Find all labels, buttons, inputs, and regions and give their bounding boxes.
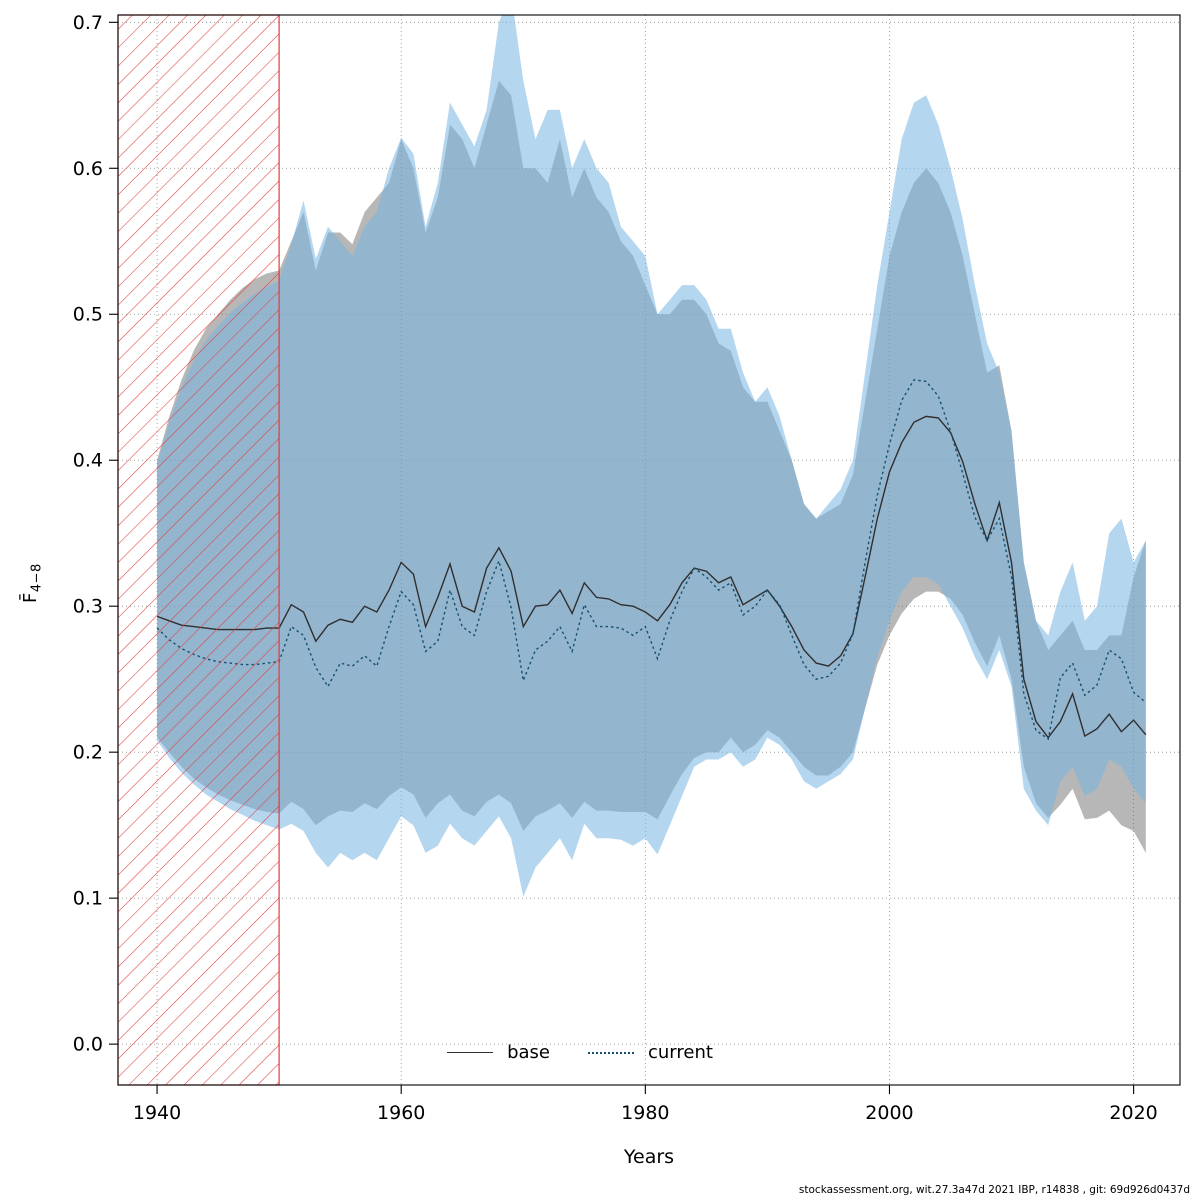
legend-line-sample-base bbox=[447, 1052, 494, 1053]
legend-label-current: current bbox=[647, 1042, 713, 1063]
plot-border bbox=[117, 14, 1181, 1086]
legend: base current bbox=[0, 1042, 1160, 1063]
y-axis-tick-label: 0.0 bbox=[73, 1034, 103, 1056]
y-axis-tick-label: 0.3 bbox=[73, 596, 103, 618]
series-line-base bbox=[156, 415, 1147, 739]
y-axis-label-subscript: 4−8 bbox=[29, 563, 45, 593]
y-axis-label-main: F̄ bbox=[20, 592, 41, 603]
y-axis-tick-label: 0.2 bbox=[73, 742, 103, 764]
x-axis-tick-label: 1960 bbox=[377, 1102, 425, 1124]
x-axis-tick-label: 2020 bbox=[1109, 1102, 1157, 1124]
y-axis-tick-label: 0.6 bbox=[73, 158, 103, 180]
confidence-band-current bbox=[157, 15, 1146, 897]
y-axis-tick-label: 0.1 bbox=[73, 888, 103, 910]
legend-entry-base: base bbox=[447, 1042, 550, 1063]
x-axis-label: Years bbox=[623, 1146, 675, 1168]
y-axis-tick-label: 0.5 bbox=[73, 304, 103, 326]
excluded-region-hatch bbox=[117, 14, 280, 1086]
legend-label-base: base bbox=[507, 1042, 550, 1063]
x-axis-tick-label: 2000 bbox=[865, 1102, 913, 1124]
legend-entry-current: current bbox=[587, 1042, 713, 1063]
y-axis-tick-label: 0.4 bbox=[73, 450, 103, 472]
y-axis-tick-label: 0.7 bbox=[73, 12, 103, 34]
legend-line-sample-current bbox=[587, 1051, 634, 1054]
x-axis-tick-label: 1980 bbox=[621, 1102, 669, 1124]
footer-citation: stockassessment.org, wit.27.3a47d 2021 I… bbox=[798, 1184, 1190, 1196]
series-line-current bbox=[156, 379, 1147, 741]
x-axis-tick-label: 1940 bbox=[133, 1102, 181, 1124]
y-axis-label: F̄4−8 bbox=[20, 563, 45, 603]
